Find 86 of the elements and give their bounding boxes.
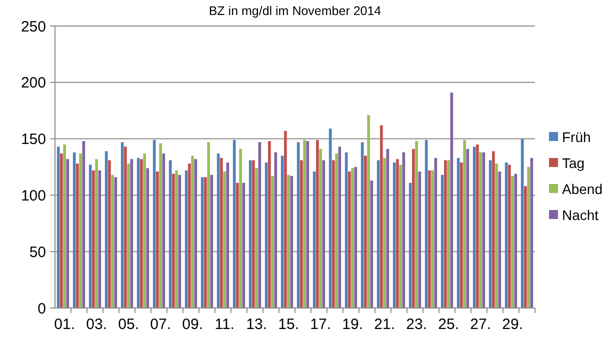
bar xyxy=(495,164,498,308)
x-tick-label: 05. xyxy=(118,316,140,333)
legend-label: Abend xyxy=(562,180,602,197)
bar xyxy=(95,159,98,308)
bar xyxy=(428,170,431,308)
bar xyxy=(284,130,287,308)
bar xyxy=(524,186,527,308)
bar xyxy=(223,172,226,308)
legend-label: Tag xyxy=(562,154,585,171)
bar xyxy=(364,156,367,308)
bar xyxy=(255,168,258,308)
bar xyxy=(415,141,418,308)
bar xyxy=(447,160,450,308)
bar xyxy=(191,156,194,308)
bar xyxy=(172,174,175,308)
bar xyxy=(300,160,303,308)
bar xyxy=(303,140,306,308)
bar xyxy=(444,160,447,308)
x-tick-label: 17. xyxy=(310,316,332,333)
bar xyxy=(476,144,479,308)
x-tick-label: 23. xyxy=(406,316,428,333)
bar xyxy=(396,159,399,308)
bar xyxy=(335,153,338,308)
bar xyxy=(124,146,127,308)
bar xyxy=(188,164,191,308)
x-tick-label: 11. xyxy=(214,316,234,333)
x-tick-label: 15. xyxy=(278,316,300,333)
bar xyxy=(412,148,415,308)
x-tick-label: 03. xyxy=(86,316,108,333)
y-tick-label: 50 xyxy=(29,244,46,261)
bar xyxy=(268,141,271,308)
bar xyxy=(140,159,143,308)
bar xyxy=(511,176,514,308)
y-tick-label: 250 xyxy=(20,18,46,36)
x-tick-label: 25. xyxy=(438,316,460,333)
bar xyxy=(159,143,162,308)
bar xyxy=(79,153,82,308)
bar xyxy=(239,148,242,308)
y-tick-label: 200 xyxy=(20,74,46,92)
x-tick-label: 01. xyxy=(54,316,76,333)
bar xyxy=(431,170,434,308)
bar xyxy=(399,164,402,308)
bar xyxy=(508,164,511,308)
y-tick-label: 150 xyxy=(20,131,46,148)
x-tick-label: 27. xyxy=(470,316,492,333)
x-tick-label: 29. xyxy=(502,316,524,333)
bar xyxy=(92,170,95,308)
bar xyxy=(108,160,111,308)
bar xyxy=(60,153,63,308)
bar xyxy=(316,140,319,308)
bar xyxy=(383,158,386,308)
x-tick-label: 21. xyxy=(374,316,396,333)
bar xyxy=(204,177,207,308)
x-tick-label: 19. xyxy=(342,316,364,333)
bar xyxy=(460,162,463,308)
chart-title: BZ in mg/dl im November 2014 xyxy=(208,4,382,18)
bar xyxy=(348,172,351,308)
bar xyxy=(367,115,370,308)
legend-label: Nacht xyxy=(562,206,599,223)
x-tick-label: 13. xyxy=(246,316,268,333)
bar xyxy=(156,172,159,308)
bar xyxy=(175,170,178,308)
bar xyxy=(287,174,290,308)
bar xyxy=(143,153,146,308)
y-tick-label: 0 xyxy=(38,300,46,318)
bar xyxy=(236,182,239,308)
y-tick-label: 100 xyxy=(20,187,46,204)
bar xyxy=(351,168,354,308)
bar xyxy=(76,164,79,308)
bar xyxy=(111,174,114,308)
bar xyxy=(63,144,66,308)
bar xyxy=(463,140,466,308)
bar xyxy=(380,125,383,308)
bar xyxy=(332,160,335,308)
bar xyxy=(527,167,530,308)
bar xyxy=(492,151,495,308)
bar xyxy=(127,164,130,308)
x-tick-label: 09. xyxy=(182,316,204,333)
bar xyxy=(207,142,210,308)
bar xyxy=(271,176,274,308)
bar xyxy=(479,152,482,308)
bar xyxy=(220,158,223,308)
x-tick-label: 07. xyxy=(150,316,172,333)
bar xyxy=(319,148,322,308)
legend-label: Früh xyxy=(562,128,591,145)
bar xyxy=(252,160,255,308)
